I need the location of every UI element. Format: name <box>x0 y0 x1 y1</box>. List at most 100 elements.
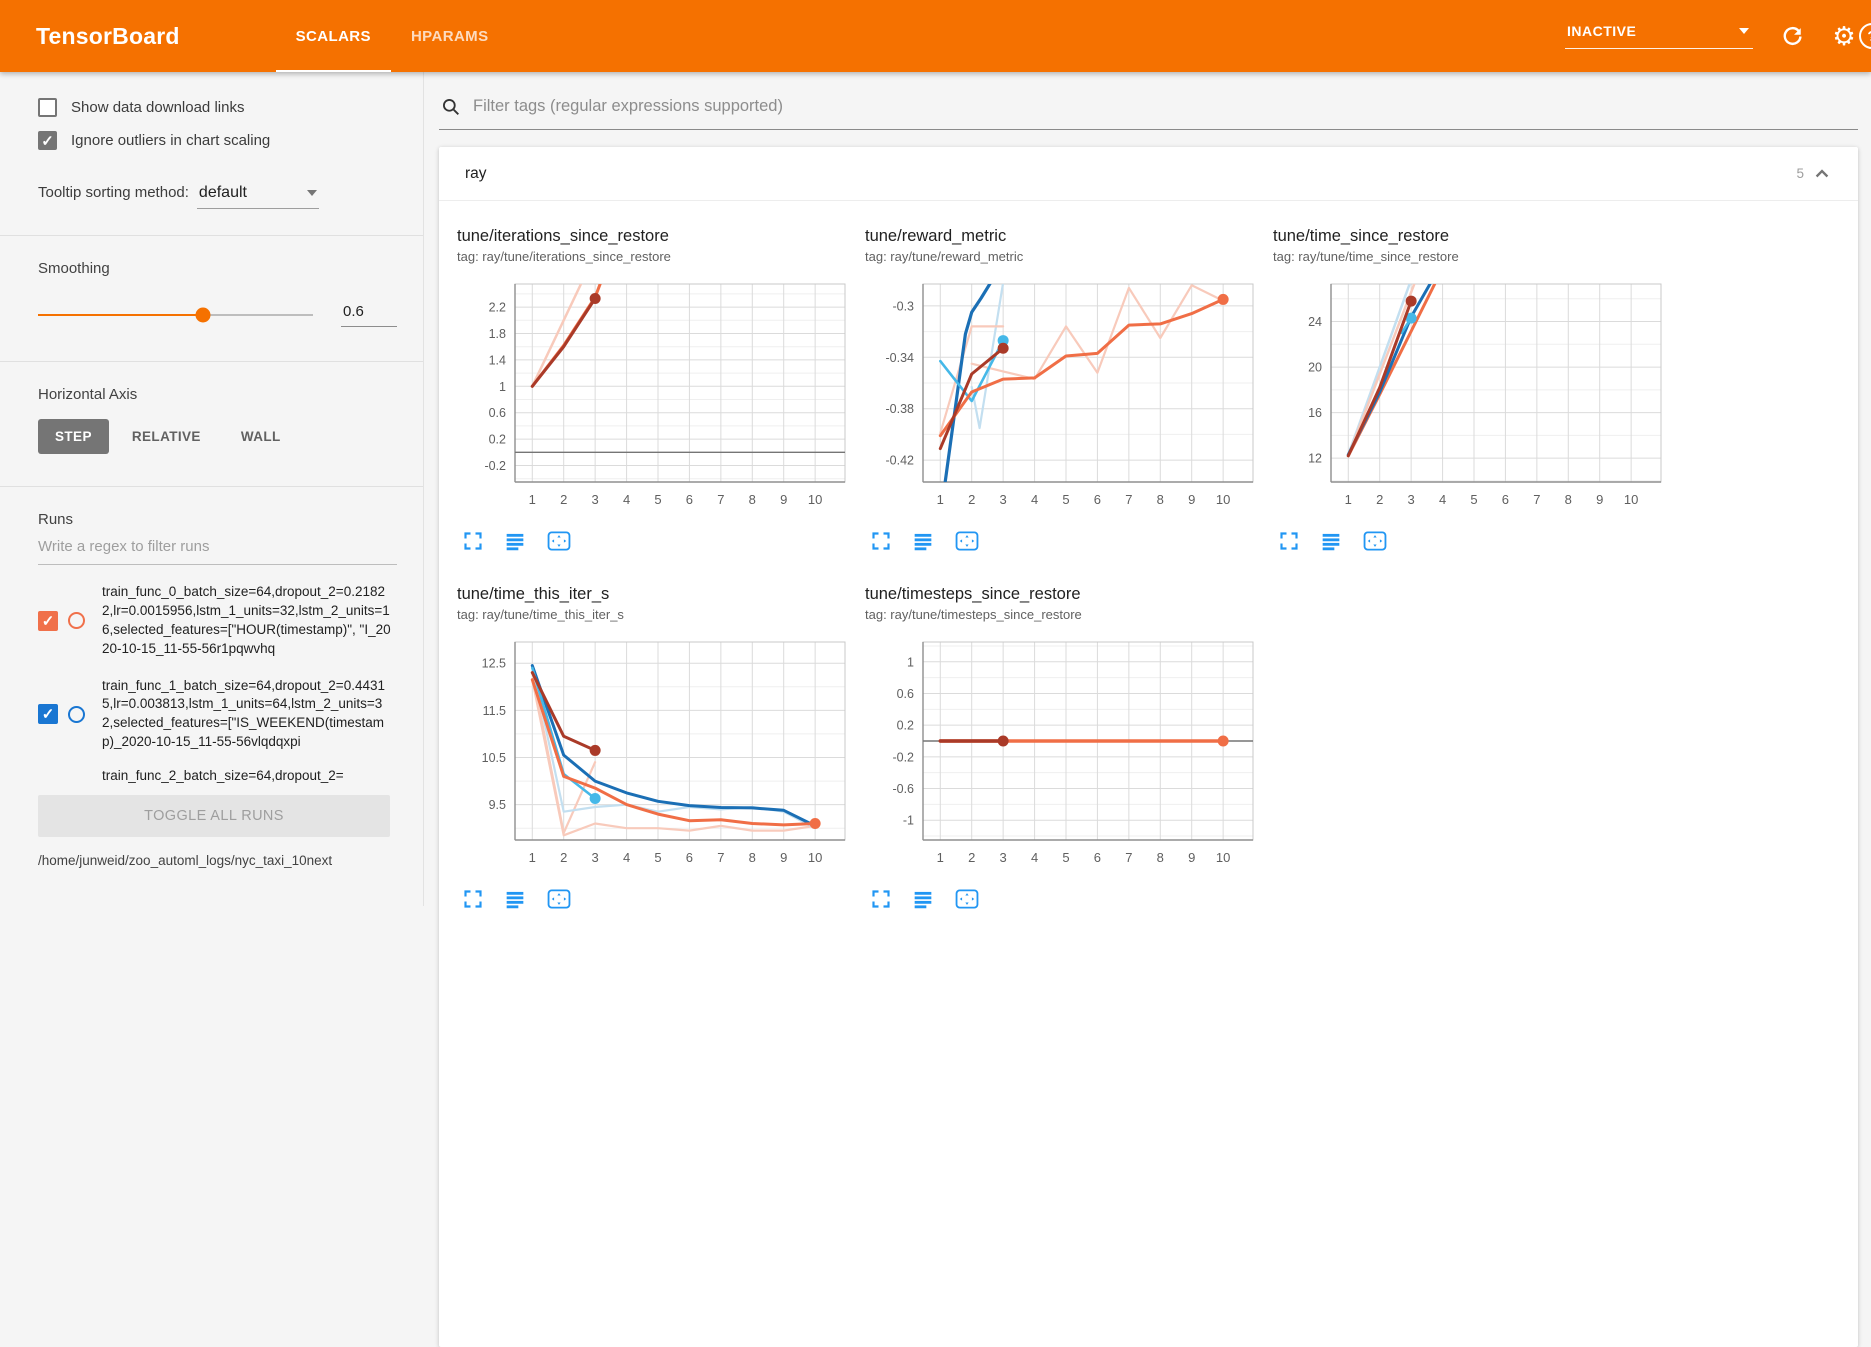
series-endpoint-run0-smoothed[interactable] <box>998 736 1009 747</box>
series-endpoint-run0-smoothed[interactable] <box>1406 296 1417 307</box>
svg-text:3: 3 <box>1000 492 1007 507</box>
expand-chart-icon[interactable] <box>1279 531 1299 551</box>
smoothing-slider[interactable] <box>38 314 313 316</box>
fit-domain-icon[interactable] <box>955 889 979 909</box>
chart-card: tune/time_since_restore tag: ray/tune/ti… <box>1273 227 1673 551</box>
chart-tag: tag: ray/tune/reward_metric <box>865 249 1265 264</box>
axis-relative-button[interactable]: RELATIVE <box>115 419 218 454</box>
run-color-radio[interactable] <box>68 706 85 723</box>
runs-selector-icon[interactable] <box>505 531 525 551</box>
gear-icon[interactable]: ⚙ <box>1831 23 1857 49</box>
ray-section-card: ray 5 tune/iterations_since_restore tag:… <box>439 147 1858 1347</box>
search-icon <box>441 97 461 117</box>
svg-text:8: 8 <box>749 492 756 507</box>
chevron-up-icon[interactable] <box>1812 164 1832 184</box>
runs-filter-input[interactable] <box>38 528 397 565</box>
svg-text:7: 7 <box>717 850 724 865</box>
tag-filter-input[interactable] <box>471 96 1858 117</box>
tag-filter-bar <box>439 90 1858 130</box>
svg-text:1.8: 1.8 <box>489 327 506 341</box>
runs-label: Runs <box>38 511 397 528</box>
series-endpoint-run0-smoothed[interactable] <box>998 343 1009 354</box>
run-name: train_func_1_batch_size=64,dropout_2=0.4… <box>102 677 392 753</box>
expand-chart-icon[interactable] <box>871 889 891 909</box>
runs-selector-icon[interactable] <box>505 889 525 909</box>
runs-selector-icon[interactable] <box>913 531 933 551</box>
svg-text:8: 8 <box>1565 492 1572 507</box>
svg-text:4: 4 <box>623 492 630 507</box>
horizontal-axis-toggle: STEP RELATIVE WALL <box>38 419 397 454</box>
divider <box>0 235 423 236</box>
runs-selector-icon[interactable] <box>1321 531 1341 551</box>
divider <box>0 486 423 487</box>
fit-domain-icon[interactable] <box>1363 531 1387 551</box>
toggle-all-runs-button[interactable]: TOGGLE ALL RUNS <box>38 795 390 837</box>
svg-text:7: 7 <box>717 492 724 507</box>
smoothing-value-input[interactable] <box>341 303 397 327</box>
horizontal-axis-label: Horizontal Axis <box>38 386 397 403</box>
svg-text:0.2: 0.2 <box>489 433 506 447</box>
sidebar: Show data download links ✓ Ignore outlie… <box>0 72 424 906</box>
svg-text:24: 24 <box>1308 315 1322 329</box>
fit-domain-icon[interactable] <box>547 531 571 551</box>
ignore-outliers-checkbox[interactable]: ✓ <box>38 131 57 150</box>
svg-text:1: 1 <box>529 850 536 865</box>
svg-text:12.5: 12.5 <box>482 657 506 671</box>
tab-scalars[interactable]: SCALARS <box>276 0 391 72</box>
smoothing-slider-thumb[interactable] <box>196 308 211 323</box>
smoothing-label: Smoothing <box>38 260 397 277</box>
axis-wall-button[interactable]: WALL <box>224 419 298 454</box>
run-checkbox[interactable]: ✓ <box>38 704 58 724</box>
svg-text:5: 5 <box>654 850 661 865</box>
series-endpoint-run2-smoothed[interactable] <box>810 818 821 829</box>
svg-text:-0.2: -0.2 <box>484 459 506 473</box>
status-dropdown[interactable]: INACTIVE <box>1565 23 1753 49</box>
tab-hparams[interactable]: HPARAMS <box>391 0 509 72</box>
run-controls: ✓ <box>38 611 102 631</box>
refresh-icon[interactable] <box>1779 23 1805 49</box>
run-color-radio[interactable] <box>68 612 85 629</box>
expand-chart-icon[interactable] <box>463 531 483 551</box>
run-checkbox[interactable]: ✓ <box>38 611 58 631</box>
fit-domain-icon[interactable] <box>547 889 571 909</box>
svg-text:5: 5 <box>1062 850 1069 865</box>
ray-section-header[interactable]: ray 5 <box>439 147 1858 201</box>
svg-text:20: 20 <box>1308 361 1322 375</box>
run-name: train_func_2_batch_size=64,dropout_2= <box>102 767 392 787</box>
series-endpoint-run1-secondary[interactable] <box>590 793 601 804</box>
svg-text:-0.42: -0.42 <box>886 454 915 468</box>
svg-text:0.2: 0.2 <box>897 719 914 733</box>
show-download-links-checkbox[interactable] <box>38 98 57 117</box>
svg-text:11.5: 11.5 <box>483 704 506 718</box>
series-endpoint-run0-smoothed[interactable] <box>590 293 601 304</box>
series-endpoint-run0-smoothed[interactable] <box>590 745 601 756</box>
tooltip-sorting-select[interactable]: default <box>197 182 319 209</box>
series-endpoint-run2-smoothed[interactable] <box>1218 736 1229 747</box>
expand-chart-icon[interactable] <box>871 531 891 551</box>
svg-text:7: 7 <box>1125 492 1132 507</box>
svg-text:3: 3 <box>1408 492 1415 507</box>
chart-card: tune/reward_metric tag: ray/tune/reward_… <box>865 227 1265 551</box>
runs-selector-icon[interactable] <box>913 889 933 909</box>
axis-step-button[interactable]: STEP <box>38 419 109 454</box>
svg-text:6: 6 <box>1502 492 1509 507</box>
run-list: ✓ train_func_0_batch_size=64,dropout_2=0… <box>38 583 397 787</box>
fit-domain-icon[interactable] <box>955 531 979 551</box>
expand-chart-icon[interactable] <box>463 889 483 909</box>
chart-actions <box>1279 531 1673 551</box>
run-list-item: ✓ train_func_1_batch_size=64,dropout_2=0… <box>38 677 397 753</box>
svg-text:1: 1 <box>499 380 506 394</box>
svg-text:8: 8 <box>1157 492 1164 507</box>
svg-text:1: 1 <box>907 655 914 669</box>
series-endpoint-run2-smoothed[interactable] <box>1218 294 1229 305</box>
svg-text:9: 9 <box>1188 492 1195 507</box>
run-list-item: ✓ train_func_0_batch_size=64,dropout_2=0… <box>38 583 397 659</box>
run-list-item: train_func_2_batch_size=64,dropout_2= <box>38 767 397 787</box>
svg-text:2: 2 <box>968 850 975 865</box>
svg-text:4: 4 <box>1031 850 1038 865</box>
